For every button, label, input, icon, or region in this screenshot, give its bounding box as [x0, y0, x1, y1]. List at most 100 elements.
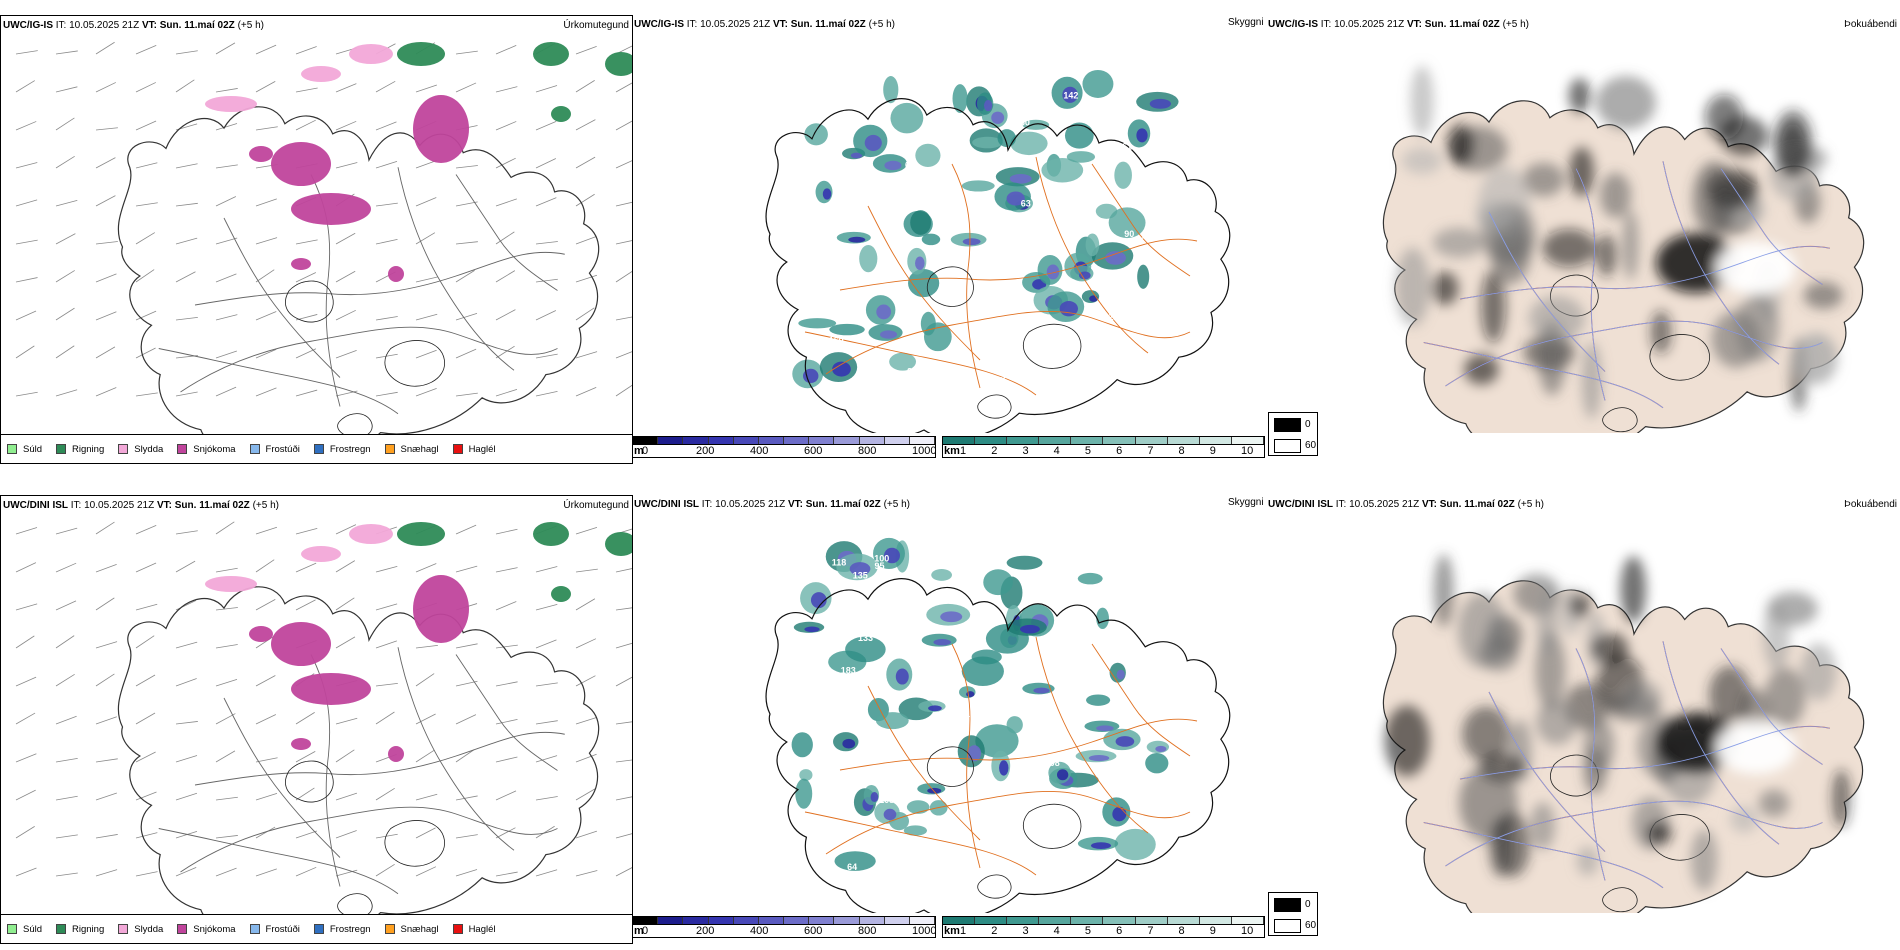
wind-barb	[535, 755, 558, 763]
colorbar-tick: 7	[1147, 925, 1154, 937]
wind-barb	[495, 345, 515, 359]
wind-barb	[415, 276, 438, 283]
wind-barb	[175, 530, 198, 535]
wind-barb	[535, 720, 558, 725]
wind-barb	[295, 866, 317, 877]
legend-swatch	[452, 444, 463, 454]
ceiling-value-label: 94	[830, 256, 840, 266]
wind-barb	[55, 715, 77, 725]
legend-swatch	[452, 924, 463, 934]
fog-index-area	[1576, 846, 1599, 876]
wind-barb	[255, 559, 275, 573]
colorbar-tick: 0	[642, 445, 649, 457]
ceiling-value-label: 118	[896, 622, 911, 632]
wind-barb	[95, 346, 116, 359]
wind-barb	[615, 759, 632, 763]
ceiling-area	[849, 562, 871, 576]
wind-barb	[175, 792, 198, 801]
legend-swatch	[118, 924, 129, 934]
wind-barb	[375, 239, 398, 245]
ceiling-value-label: 150	[1015, 118, 1030, 128]
wind-barb	[55, 307, 75, 321]
ceiling-area	[802, 368, 819, 384]
visibility-area	[798, 318, 837, 329]
ceiling-value-label: 135	[853, 571, 868, 581]
ceiling-value-label: 108	[1116, 362, 1131, 372]
wind-barb	[335, 83, 357, 93]
road-line	[180, 326, 558, 393]
iceland-group	[765, 98, 1231, 433]
colorbar-tick: 600	[804, 445, 823, 457]
river-line	[1459, 245, 1830, 300]
wind-barb	[95, 195, 116, 207]
road-line	[158, 348, 399, 415]
river-line	[1459, 725, 1830, 780]
ceiling-value-label: 124	[1103, 312, 1118, 322]
wind-barb	[455, 714, 477, 725]
fog-shading	[1395, 65, 1843, 419]
wind-barb	[375, 391, 398, 397]
precip-area	[301, 66, 341, 82]
fog-index-area	[1530, 802, 1556, 850]
wind-barb	[215, 196, 237, 207]
ceiling-value-label: 90	[1124, 229, 1134, 239]
wind-barb	[255, 826, 276, 839]
fog-index-area	[1591, 632, 1629, 665]
wind-barb	[495, 790, 517, 801]
precip-area	[291, 673, 371, 705]
wind-barb	[615, 867, 632, 877]
ceiling-value-label: 87	[832, 165, 842, 175]
ceiling-value-label: 96	[1121, 646, 1131, 656]
wind-barb	[255, 526, 278, 535]
wind-barb	[415, 232, 436, 245]
wind-barb	[295, 239, 318, 245]
legend-item: Rigning	[56, 924, 104, 935]
fog-index-area	[1478, 635, 1520, 672]
ceiling-area	[1115, 736, 1135, 747]
colorbar-strip	[633, 437, 936, 445]
wind-barb	[415, 827, 436, 839]
wind-barb	[255, 311, 277, 321]
visibility-area	[931, 569, 953, 581]
wind-barb	[135, 45, 157, 55]
ceiling-area	[1033, 687, 1050, 694]
road-line	[1035, 636, 1149, 834]
wind-barb	[575, 830, 598, 839]
wind-barb	[615, 676, 632, 687]
glacier-outline	[1602, 887, 1638, 913]
wind-barb	[335, 636, 356, 649]
wind-barb	[215, 273, 237, 283]
wind-barb	[575, 274, 598, 283]
wind-barb	[295, 389, 318, 397]
ceiling-value-label: 307	[1129, 288, 1144, 298]
wind-barb	[455, 50, 478, 55]
colorbar-tick: 4	[1053, 445, 1060, 457]
legend-item: Haglél	[452, 924, 496, 935]
wind-barb	[415, 349, 437, 359]
wind-barb	[255, 198, 277, 207]
visibility-area	[890, 102, 924, 134]
wind-barb	[175, 721, 198, 725]
wind-barb	[455, 643, 478, 649]
wind-barb	[495, 528, 518, 535]
road-line	[867, 685, 981, 841]
wind-barb	[175, 641, 198, 649]
wind-barb	[615, 384, 632, 397]
colorbar-tick: 3	[1022, 445, 1029, 457]
ceiling-area	[984, 100, 993, 112]
river-line	[1720, 168, 1823, 285]
fog-index-area	[1730, 806, 1758, 833]
visibility-area	[829, 323, 865, 336]
fog-index-area	[1569, 592, 1591, 619]
wind-barb	[255, 868, 277, 877]
wind-barb	[495, 871, 518, 877]
colorbar-tick: 1000	[912, 445, 937, 457]
field-name: Úrkomutegund	[563, 500, 629, 511]
fog-index-area	[1599, 172, 1631, 219]
wind-barb	[175, 316, 198, 321]
wind-barb	[95, 716, 117, 725]
wind-barb	[495, 157, 516, 169]
wind-barb	[55, 50, 78, 55]
cloud-ceiling-panel-2: UWC/DINI ISL IT: 10.05.2025 21Z VT: Sun.…	[632, 495, 1265, 935]
wind-barb	[95, 82, 116, 93]
